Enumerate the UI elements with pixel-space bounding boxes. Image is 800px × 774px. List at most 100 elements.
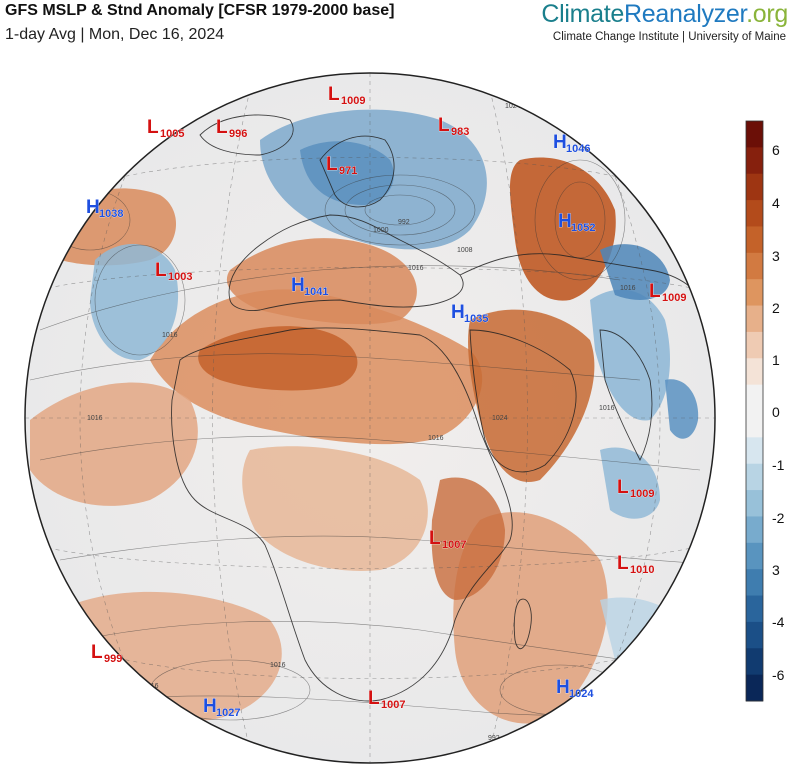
pressure-system-letter: L bbox=[147, 117, 159, 138]
colorbar-tick-label: 3 bbox=[772, 562, 780, 578]
isobar-high-ring bbox=[94, 244, 186, 356]
pressure-system-letter: H bbox=[203, 696, 217, 717]
isobar-low-ring bbox=[324, 174, 476, 246]
low-pressure-marker: L 1007 bbox=[429, 528, 467, 552]
pressure-system-value: 971 bbox=[339, 165, 357, 177]
coast-greenland-iceland bbox=[199, 114, 294, 156]
graticule-line bbox=[599, 139, 661, 701]
low-pressure-marker: L 983 bbox=[438, 115, 470, 139]
pressure-system-value: 1035 bbox=[464, 313, 488, 325]
isobar-low-ring bbox=[364, 194, 436, 226]
isobar-label: 1000 bbox=[373, 227, 389, 234]
graticule bbox=[25, 73, 715, 763]
pressure-system-letter: L bbox=[649, 281, 661, 302]
low-pressure-marker: L 996 bbox=[216, 117, 248, 141]
colorbar-segment bbox=[746, 226, 763, 254]
colorbar-segment bbox=[746, 147, 763, 175]
low-pressure-marker: L 1005 bbox=[147, 117, 185, 141]
isobar-label: 1024 bbox=[492, 415, 508, 422]
pressure-system-letter: L bbox=[368, 688, 380, 709]
pressure-system-letter: L bbox=[617, 477, 629, 498]
pressure-system-value: 1007 bbox=[442, 539, 466, 551]
high-pressure-marker: H 1046 bbox=[553, 132, 591, 156]
pressure-system-value: 1046 bbox=[566, 143, 590, 155]
pressure-system-value: 1010 bbox=[630, 564, 654, 576]
isobar-low-ring bbox=[344, 184, 456, 236]
anomaly-neg-arabian-sea bbox=[600, 447, 660, 519]
colorbar-tick-label: 0 bbox=[772, 404, 780, 420]
high-pressure-marker: H 1038 bbox=[86, 197, 124, 221]
map-subtitle: 1-day Avg | Mon, Dec 16, 2024 bbox=[5, 26, 225, 43]
colorbar-segment bbox=[746, 384, 763, 412]
pressure-system-value: 1038 bbox=[99, 208, 123, 220]
isobar-label: 1016 bbox=[408, 265, 424, 272]
low-pressure-marker: L 1009 bbox=[328, 84, 366, 108]
pressure-system-value: 1041 bbox=[304, 286, 328, 298]
graticule-line bbox=[39, 545, 701, 569]
isobar-label: 1016 bbox=[428, 435, 444, 442]
pressure-system-letter: H bbox=[86, 197, 100, 218]
isobar-label: 1016 bbox=[599, 405, 615, 412]
pressure-system-letter: L bbox=[155, 260, 167, 281]
pressure-system-value: 999 bbox=[104, 653, 122, 665]
pressure-system-letter: H bbox=[291, 275, 305, 296]
colorbar-tick-label: -6 bbox=[772, 667, 785, 683]
colorbar-tick-label: -1 bbox=[772, 457, 785, 473]
isobar-line bbox=[39, 265, 621, 331]
anomaly-pos-sahara-core bbox=[198, 326, 358, 391]
isobar-line bbox=[79, 621, 701, 671]
brand-part-climate: Climate bbox=[541, 0, 625, 28]
colorbar-segment bbox=[746, 200, 763, 227]
pressure-system-value: 1009 bbox=[630, 488, 654, 500]
isobar-high-ring bbox=[554, 181, 606, 259]
anomaly-pos-central-asia bbox=[510, 157, 616, 301]
pressure-system-value: 983 bbox=[451, 126, 469, 138]
isobar-line bbox=[29, 353, 641, 381]
pressure-system-letter: L bbox=[91, 642, 103, 663]
coast-arabia bbox=[469, 329, 577, 473]
pressure-system-letter: H bbox=[451, 302, 465, 323]
low-pressure-marker: L 1009 bbox=[617, 477, 655, 501]
high-pressure-marker: H 1024 bbox=[556, 677, 595, 701]
isobar-label: 1008 bbox=[457, 247, 473, 254]
pressure-system-letter: L bbox=[326, 154, 338, 175]
pressure-system-letter: L bbox=[617, 553, 629, 574]
pressure-system-value: 1027 bbox=[216, 707, 240, 719]
colorbar-tick-label: 1 bbox=[772, 352, 780, 368]
colorbar-segment bbox=[746, 173, 763, 201]
colorbar-tick-label: -2 bbox=[772, 510, 785, 526]
anomaly-colorbar: 6 4 3 2 1 0 -1 -2 3 -4 -6 bbox=[745, 120, 785, 702]
isobar-label: 1016 bbox=[620, 285, 636, 292]
anomaly-pos-atlantic-band bbox=[30, 382, 198, 506]
graticule-line bbox=[109, 157, 631, 181]
anomaly-neg-south-indian bbox=[600, 597, 700, 690]
colorbar-segment bbox=[746, 463, 763, 491]
pressure-system-value: 1052 bbox=[571, 222, 595, 234]
colorbar-tick-label: 4 bbox=[772, 195, 780, 211]
globe-surface: 1024 1016 1000 992 1008 1016 1016 1016 1016 1016 1… bbox=[25, 73, 715, 763]
pressure-system-letter: L bbox=[216, 117, 228, 138]
anomaly-neg-india bbox=[590, 289, 670, 421]
colorbar-segment bbox=[746, 490, 763, 517]
colorbar-tick-label: 3 bbox=[772, 248, 780, 264]
pressure-system-letter: L bbox=[328, 84, 340, 105]
low-pressure-marker: L 1007 bbox=[368, 688, 406, 712]
colorbar-segment bbox=[746, 542, 763, 570]
brand-logo[interactable]: ClimateReanalyzer.org bbox=[541, 0, 788, 29]
colorbar-segment bbox=[746, 648, 763, 676]
graticule-line bbox=[79, 139, 141, 701]
colorbar-segment bbox=[746, 595, 763, 623]
brand-tagline: Climate Change Institute | University of… bbox=[552, 31, 786, 43]
globe-outline bbox=[24, 72, 716, 764]
colorbar-tick-label: -4 bbox=[772, 614, 785, 630]
anomaly-pos-mideast bbox=[468, 309, 595, 482]
coast-africa bbox=[171, 327, 513, 702]
colorbar-segment bbox=[746, 411, 763, 438]
pressure-system-value: 1009 bbox=[341, 95, 365, 107]
colorbar-segment bbox=[746, 305, 763, 333]
colorbar-segment bbox=[746, 331, 763, 359]
colorbar-segment bbox=[746, 358, 763, 386]
pressure-system-value: 1007 bbox=[381, 699, 405, 711]
isobar-label: 1024 bbox=[505, 103, 521, 110]
